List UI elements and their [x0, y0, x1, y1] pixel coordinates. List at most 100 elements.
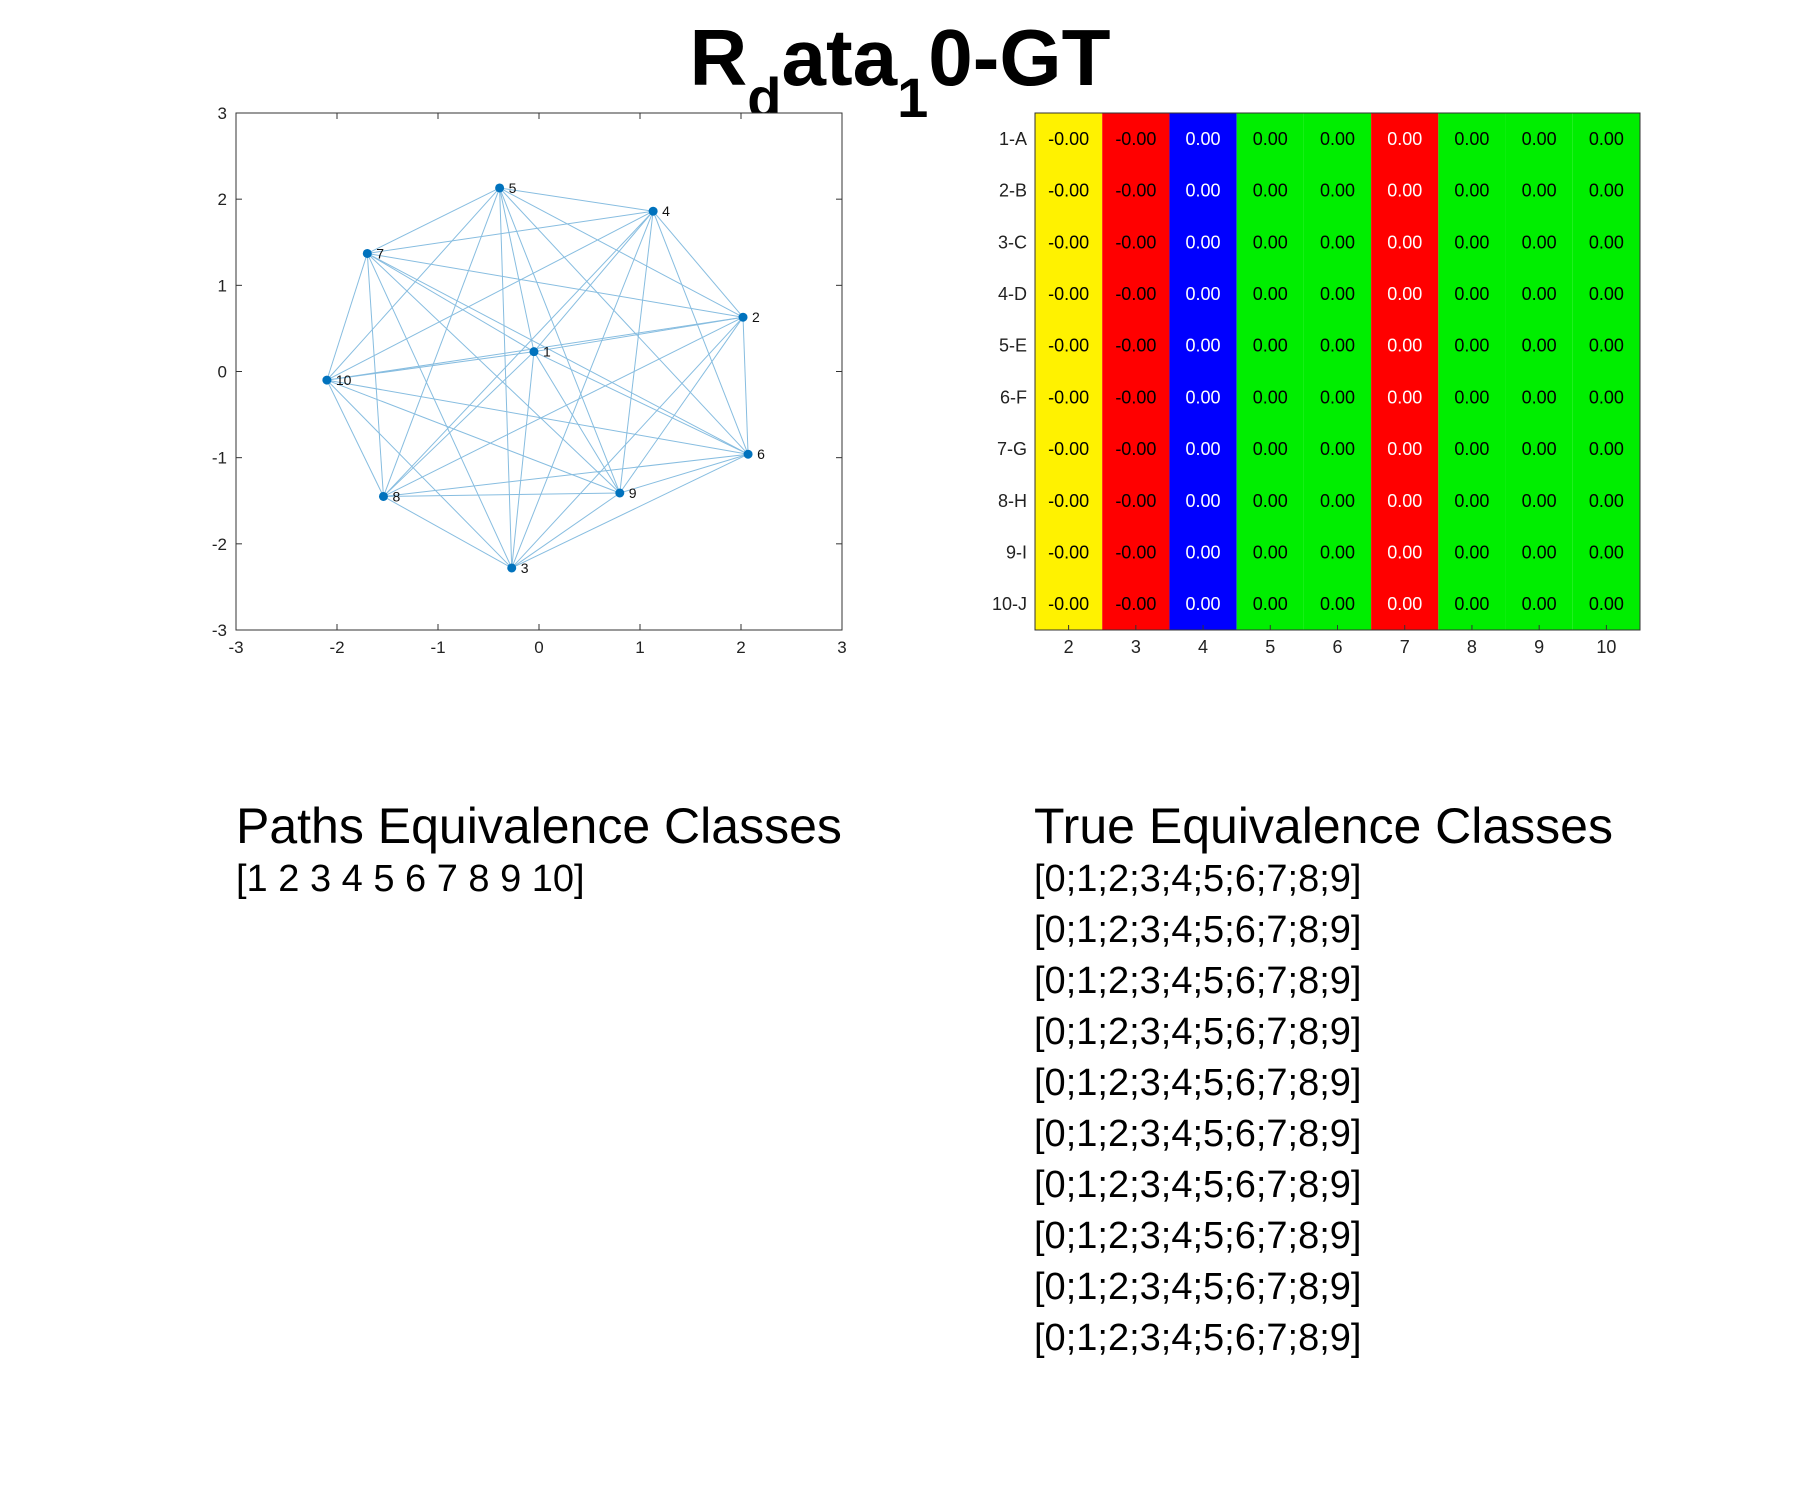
true-line: [0;1;2;3;4;5;6;7;8;9]: [1034, 909, 1362, 951]
graph-node: [738, 312, 748, 322]
graph-edge: [533, 351, 621, 494]
heatmap-cell-value: -0.00: [1115, 439, 1156, 459]
heatmap-cell-value: 0.00: [1589, 232, 1624, 252]
heatmap-row-label: 10-J: [992, 594, 1027, 614]
heatmap-cell-value: 0.00: [1253, 491, 1288, 511]
graph-node: [362, 248, 372, 258]
heatmap-column-label: 9: [1534, 637, 1544, 657]
heatmap-cell-value: 0.00: [1387, 491, 1422, 511]
heatmap-cell-value: 0.00: [1253, 542, 1288, 562]
heatmap-cell-value: 0.00: [1387, 336, 1422, 356]
heatmap-cell-value: -0.00: [1115, 336, 1156, 356]
heatmap-frame: [1034, 112, 1641, 631]
heatmap-cell-value: 0.00: [1387, 542, 1422, 562]
heatmap-cell-value: 0.00: [1522, 284, 1557, 304]
graph-edge: [499, 187, 535, 352]
graph-edge: [383, 496, 512, 569]
heatmap-cell-value: 0.00: [1589, 439, 1624, 459]
heatmap-cell-value: 0.00: [1186, 387, 1221, 407]
node-label: 1: [543, 344, 551, 360]
graph-edge: [533, 210, 654, 353]
heatmap-column-label: 8: [1467, 637, 1477, 657]
graph-edge: [367, 187, 500, 254]
graph-edge: [511, 453, 749, 569]
graph-node: [529, 347, 539, 357]
graph-edge: [326, 379, 384, 497]
graph-node: [495, 183, 505, 193]
heatmap-row-label: 3-C: [998, 232, 1027, 252]
graph-edge: [652, 211, 749, 455]
true-line: [0;1;2;3;4;5;6;7;8;9]: [1034, 1215, 1362, 1257]
heatmap-cell-value: 0.00: [1454, 439, 1489, 459]
heatmap-cell-value: 0.00: [1253, 336, 1288, 356]
graph-edge: [367, 252, 744, 318]
heatmap-cell-value: 0.00: [1589, 129, 1624, 149]
heatmap-cell-value: -0.00: [1115, 181, 1156, 201]
heatmap-cell-value: -0.00: [1115, 284, 1156, 304]
heatmap-cell-value: 0.00: [1522, 542, 1557, 562]
heatmap-cell-value: 0.00: [1186, 542, 1221, 562]
heatmap-cell-value: 0.00: [1186, 181, 1221, 201]
graph-edge: [367, 253, 749, 455]
heatmap-cell-value: 0.00: [1186, 439, 1221, 459]
heatmap-cell-value: 0.00: [1387, 181, 1422, 201]
node-label: 6: [757, 446, 765, 462]
x-tick-label: -1: [430, 638, 445, 657]
graph-edge: [326, 210, 654, 381]
node-label: 5: [509, 180, 517, 196]
heatmap-cell-value: 0.00: [1186, 491, 1221, 511]
heatmap-cell-value: 0.00: [1454, 594, 1489, 614]
heatmap-cell-value: 0.00: [1522, 387, 1557, 407]
heatmap-cell-value: 0.00: [1320, 491, 1355, 511]
heatmap-row-label: 6-F: [1000, 387, 1027, 407]
heatmap-cell-value: 0.00: [1253, 181, 1288, 201]
true-equivalence-section: True Equivalence Classes [0;1;2;3;4;5;6;…: [1034, 798, 1613, 1364]
heatmap-cell-value: 0.00: [1589, 387, 1624, 407]
graph-edge: [511, 211, 654, 569]
graph-edge: [499, 187, 513, 568]
true-line: [0;1;2;3;4;5;6;7;8;9]: [1034, 1164, 1362, 1206]
paths-line: [1 2 3 4 5 6 7 8 9 10]: [236, 858, 585, 900]
graph-edge: [326, 187, 500, 381]
y-tick-label: -2: [212, 535, 227, 554]
y-tick-label: 2: [218, 190, 227, 209]
graph-edge: [326, 379, 749, 455]
graph-node: [743, 449, 753, 459]
heatmap-cell-value: -0.00: [1048, 594, 1089, 614]
x-tick-label: -2: [329, 638, 344, 657]
x-tick-label: 1: [635, 638, 644, 657]
heatmap: -0.00 -0.00 0.00 0.00 0.00 0.00 0.00 0.00 0.00 -0…: [992, 112, 1641, 657]
heatmap-row-label: 4-D: [998, 284, 1027, 304]
graph-node: [648, 206, 658, 216]
heatmap-cell-value: 0.00: [1454, 491, 1489, 511]
heatmap-cell-value: -0.00: [1115, 387, 1156, 407]
heatmap-column-label: 3: [1131, 637, 1141, 657]
heatmap-cell-value: -0.00: [1115, 491, 1156, 511]
heatmap-cell-value: -0.00: [1115, 542, 1156, 562]
heatmap-column: [1438, 113, 1506, 630]
graph-axes-frame: [235, 112, 843, 631]
graph-node: [322, 375, 332, 385]
graph-edge: [511, 492, 621, 569]
paths-lines: [1 2 3 4 5 6 7 8 9 10]: [236, 854, 842, 905]
heatmap-column: [1035, 113, 1103, 630]
heatmap-cell-value: 0.00: [1320, 181, 1355, 201]
heatmap-cell-value: 0.00: [1387, 284, 1422, 304]
graph-edge: [499, 187, 744, 318]
true-line: [0;1;2;3;4;5;6;7;8;9]: [1034, 1266, 1362, 1308]
graph-edge: [619, 211, 654, 494]
graph-edge: [511, 351, 535, 569]
heatmap-cell-value: -0.00: [1048, 284, 1089, 304]
heatmap-cell-value: -0.00: [1115, 594, 1156, 614]
heatmap-cell-value: 0.00: [1387, 594, 1422, 614]
graph-edge: [499, 187, 621, 494]
heatmap-cell-value: 0.00: [1589, 336, 1624, 356]
heatmap-cell-value: 0.00: [1253, 284, 1288, 304]
heatmap-cell-value: 0.00: [1589, 284, 1624, 304]
x-tick-label: 0: [534, 638, 543, 657]
heatmap-row-label: 8-H: [998, 491, 1027, 511]
heatmap-column-label: 2: [1064, 637, 1074, 657]
graph-node: [507, 563, 517, 573]
heatmap-row-label: 7-G: [997, 439, 1027, 459]
x-tick-label: -3: [228, 638, 243, 657]
